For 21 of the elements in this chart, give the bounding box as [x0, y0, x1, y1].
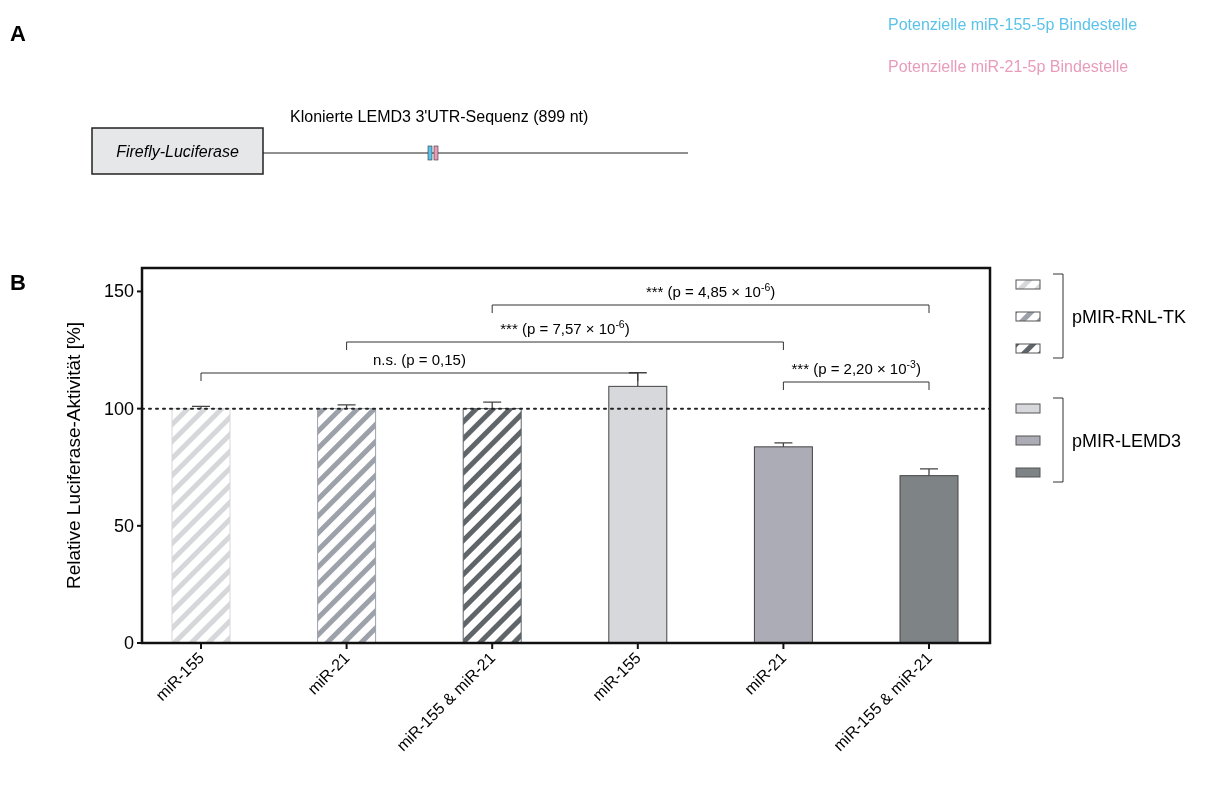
annotation: *** (p = 7,57 × 10$^{-6}$) [500, 318, 630, 337]
text: B [10, 270, 26, 295]
annotation: n.s. (p = 0,15) [372, 351, 466, 368]
legend-label: Potenzielle miR-21-5p Bindestelle [888, 58, 1129, 75]
bar [753, 446, 813, 644]
y-axis-title: Relative Luciferase-Aktivität [%] [63, 321, 84, 590]
y-tick-label: 0 [123, 633, 134, 653]
bar [317, 408, 377, 644]
y-tick-label: 50 [113, 515, 134, 536]
text: Firefly-Luciferase [116, 143, 239, 160]
legend-label: pMIR-LEMD3 [1072, 431, 1182, 451]
annotation: *** (p = 2,20 × 10$^{-3}$) [791, 358, 921, 377]
y-tick-label: 100 [103, 398, 134, 419]
annotation: *** (p = 4,85 × 10$^{-6}$) [645, 281, 776, 300]
bar [171, 408, 231, 644]
bar [462, 408, 522, 644]
y-tick-label: 150 [103, 281, 134, 302]
legend-label: Potenzielle miR-155-5p Bindestelle [888, 16, 1138, 33]
legend-label: pMIR-RNL-TK [1072, 307, 1187, 327]
text: A [10, 21, 26, 46]
text: Klonierte LEMD3 3'UTR-Sequenz (899 nt) [290, 108, 589, 125]
